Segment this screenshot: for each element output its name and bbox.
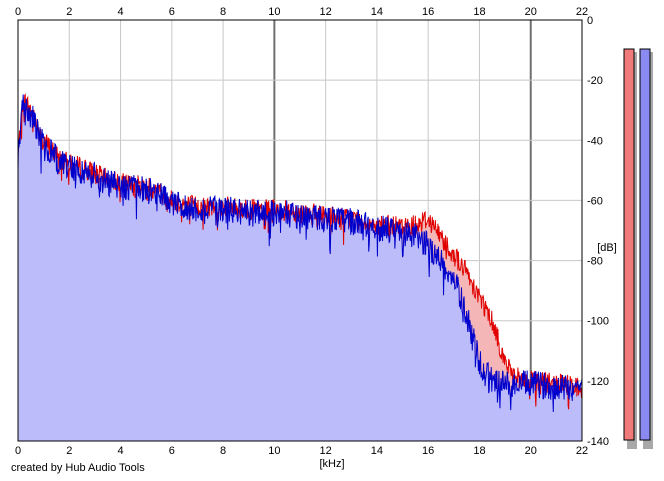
x-tick-label-bottom: 22 (576, 445, 588, 457)
y-tick-label: 0 (587, 15, 593, 27)
plot-frame (17, 19, 583, 442)
x-tick-label-bottom: 16 (422, 445, 434, 457)
y-ticks: 0 -20 -40 -60 -80 -100 -120 -140 (587, 15, 609, 448)
level-meters (623, 48, 653, 449)
level-meter-left (623, 48, 635, 441)
x-tick-label-top: 4 (117, 6, 123, 18)
x-tick-label-top: 18 (473, 6, 485, 18)
x-ticks-top: 0 2 4 6 8 10 12 14 16 18 20 22 (15, 6, 588, 18)
series-lines (17, 93, 583, 413)
x-tick-label-bottom: 2 (66, 445, 72, 457)
y-tick-label: -80 (587, 256, 603, 268)
x-tick-label-top: 22 (576, 6, 588, 18)
x-tick-label-bottom: 8 (220, 445, 226, 457)
x-ticks-bottom: 0 2 4 6 8 10 12 14 16 18 20 22 (15, 445, 588, 457)
x-tick-label-top: 16 (422, 6, 434, 18)
series-areas (18, 94, 582, 442)
x-tick-label-top: 12 (320, 6, 332, 18)
x-tick-label-bottom: 12 (320, 445, 332, 457)
x-tick-label-bottom: 6 (169, 445, 175, 457)
x-tick-label-top: 8 (220, 6, 226, 18)
x-tick-label-bottom: 20 (525, 445, 537, 457)
y-tick-label: -40 (587, 135, 603, 147)
x-tick-label-top: 0 (15, 6, 21, 18)
x-axis-label: [kHz] (319, 458, 344, 470)
series-area-1 (18, 94, 582, 442)
y-axis-label: [dB] (597, 242, 617, 254)
x-tick-label-bottom: 0 (15, 445, 21, 457)
x-tick-label-bottom: 18 (473, 445, 485, 457)
y-tick-label: -60 (587, 195, 603, 207)
y-tick-label: -20 (587, 75, 603, 87)
x-tick-label-top: 6 (169, 6, 175, 18)
x-tick-label-bottom: 4 (117, 445, 123, 457)
series-line-1 (17, 94, 583, 413)
y-tick-label: -140 (587, 436, 609, 448)
credit-text: created by Hub Audio Tools (11, 462, 145, 474)
x-tick-label-bottom: 14 (371, 445, 383, 457)
level-meter-right (639, 48, 651, 441)
y-tick-label: -120 (587, 376, 609, 388)
y-tick-label: -100 (587, 316, 609, 328)
x-tick-label-top: 20 (525, 6, 537, 18)
x-tick-label-top: 14 (371, 6, 383, 18)
x-tick-label-top: 10 (268, 6, 280, 18)
x-tick-label-top: 2 (66, 6, 72, 18)
x-tick-label-bottom: 10 (268, 445, 280, 457)
